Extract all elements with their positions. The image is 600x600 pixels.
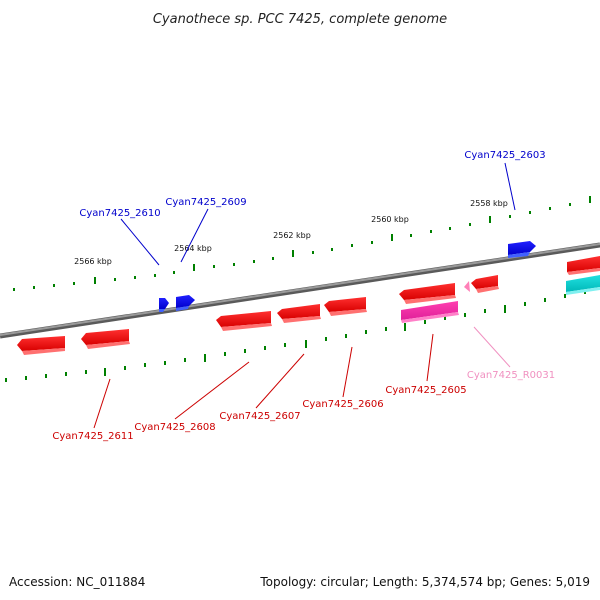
scale-label: 2558 kbp bbox=[470, 199, 508, 208]
gene-arrow[interactable] bbox=[567, 256, 600, 275]
gene-label[interactable]: Cyan7425_2607 bbox=[219, 411, 300, 422]
scale-label: 2566 kbp bbox=[74, 257, 112, 266]
gene-arrow[interactable] bbox=[324, 297, 367, 316]
gene-label[interactable]: Cyan7425_2608 bbox=[134, 422, 215, 433]
accession-text: Accession: NC_011884 bbox=[9, 575, 145, 589]
gene-label[interactable]: Cyan7425_2603 bbox=[464, 150, 545, 161]
scale-label: 2560 kbp bbox=[371, 215, 409, 224]
scale-label: 2562 kbp bbox=[273, 231, 311, 240]
gene-label[interactable]: Cyan7425_2611 bbox=[52, 431, 133, 442]
gene-label[interactable]: Cyan7425_2605 bbox=[385, 385, 466, 396]
gene-arrow[interactable] bbox=[216, 311, 272, 331]
leader-lines bbox=[93, 162, 516, 429]
gene-label[interactable]: Cyan7425_R0031 bbox=[467, 370, 555, 381]
gene-label[interactable]: Cyan7425_2610 bbox=[79, 208, 160, 219]
upper-tick-ruler bbox=[13, 196, 591, 291]
genome-summary-text: Topology: circular; Length: 5,374,574 bp… bbox=[259, 575, 590, 589]
gene-arrow[interactable] bbox=[17, 336, 65, 355]
gene-arrow[interactable] bbox=[81, 329, 130, 349]
scale-label: 2564 kbp bbox=[174, 244, 212, 253]
gene-arrow[interactable] bbox=[277, 304, 321, 323]
gene-arrow[interactable] bbox=[159, 298, 169, 312]
rna-gene-arrow[interactable] bbox=[464, 281, 470, 292]
gene-arrow[interactable] bbox=[566, 275, 600, 295]
map-title: Cyanothece sp. PCC 7425, complete genome bbox=[153, 12, 447, 27]
gene-arrow[interactable] bbox=[471, 275, 499, 293]
gene-label[interactable]: Cyan7425_2609 bbox=[165, 197, 246, 208]
gene-arrow[interactable] bbox=[399, 283, 456, 304]
gene-arrow[interactable] bbox=[508, 241, 536, 258]
gene-arrow[interactable] bbox=[176, 295, 195, 311]
gene-label[interactable]: Cyan7425_2606 bbox=[302, 399, 383, 410]
lower-tick-ruler bbox=[5, 290, 586, 382]
gene-arrow[interactable] bbox=[401, 301, 459, 323]
